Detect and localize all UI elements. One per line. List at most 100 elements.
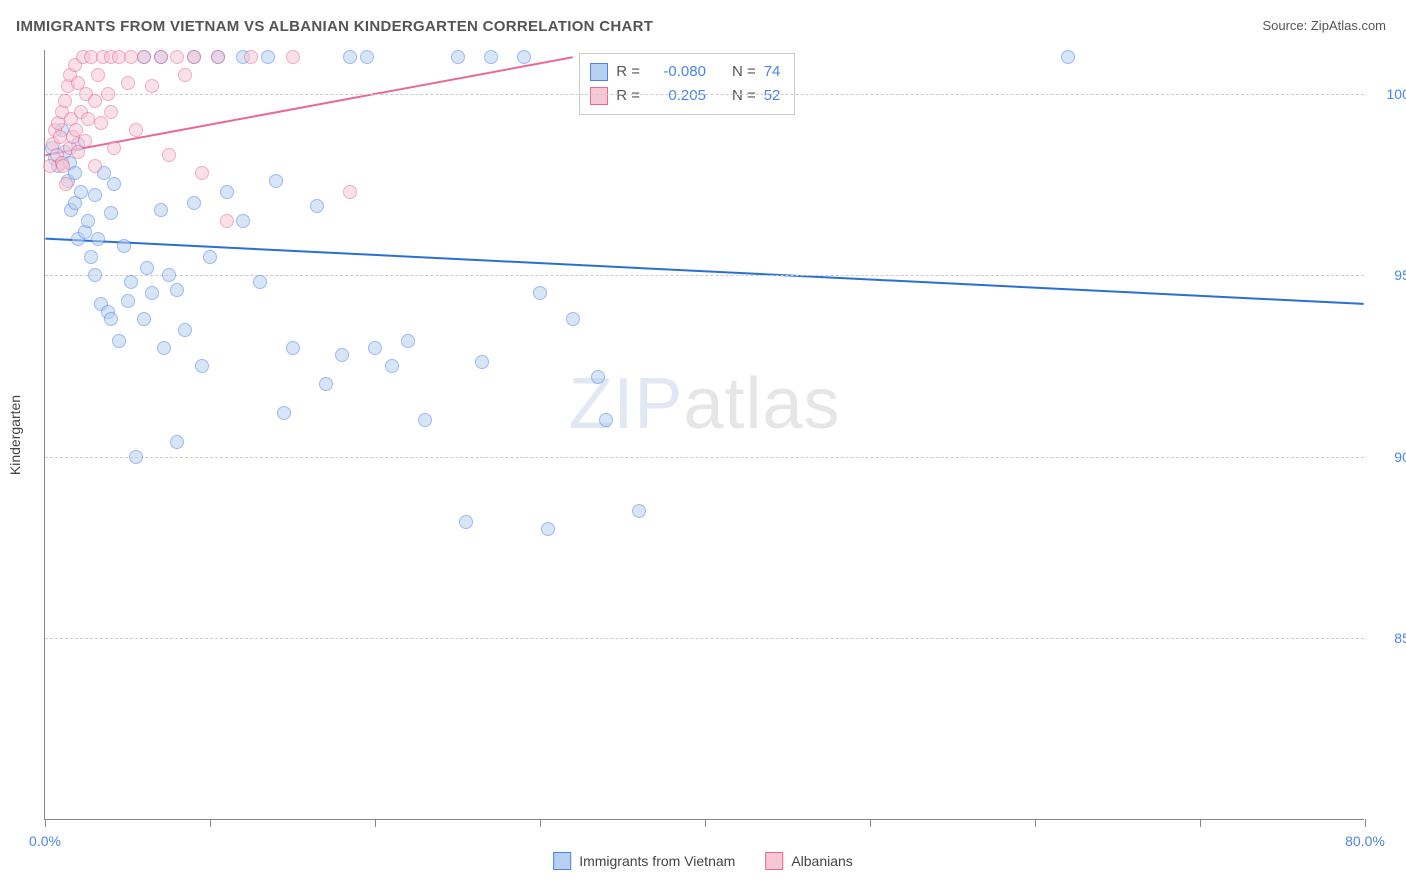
data-point xyxy=(94,116,108,130)
data-point xyxy=(129,123,143,137)
x-tick-label: 80.0% xyxy=(1345,833,1385,849)
data-point xyxy=(104,206,118,220)
data-point xyxy=(187,196,201,210)
data-point xyxy=(170,50,184,64)
legend-swatch xyxy=(590,87,608,105)
data-point xyxy=(154,203,168,217)
data-point xyxy=(91,232,105,246)
legend-n-label: N = xyxy=(732,84,756,108)
data-point xyxy=(81,214,95,228)
data-point xyxy=(157,341,171,355)
legend-n-value: 52 xyxy=(764,84,781,108)
data-point xyxy=(124,50,138,64)
data-point xyxy=(1061,50,1075,64)
data-point xyxy=(187,50,201,64)
data-point xyxy=(277,406,291,420)
data-point xyxy=(286,50,300,64)
y-tick-label: 90.0% xyxy=(1374,449,1406,465)
legend-swatch xyxy=(765,852,783,870)
chart-title: IMMIGRANTS FROM VIETNAM VS ALBANIAN KIND… xyxy=(16,18,653,35)
y-tick-label: 100.0% xyxy=(1374,86,1406,102)
x-tick xyxy=(705,819,706,827)
legend-n-label: N = xyxy=(732,60,756,84)
data-point xyxy=(84,250,98,264)
y-tick-label: 95.0% xyxy=(1374,267,1406,283)
data-point xyxy=(319,377,333,391)
data-point xyxy=(58,94,72,108)
data-point xyxy=(140,261,154,275)
data-point xyxy=(269,174,283,188)
data-point xyxy=(56,159,70,173)
data-point xyxy=(220,214,234,228)
data-point xyxy=(220,185,234,199)
data-point xyxy=(261,50,275,64)
source-label: Source: ZipAtlas.com xyxy=(1262,18,1386,33)
data-point xyxy=(170,435,184,449)
x-tick xyxy=(1200,819,1201,827)
data-point xyxy=(170,283,184,297)
data-point xyxy=(121,294,135,308)
x-tick xyxy=(540,819,541,827)
data-point xyxy=(203,250,217,264)
data-point xyxy=(107,141,121,155)
data-point xyxy=(178,323,192,337)
data-point xyxy=(236,214,250,228)
data-point xyxy=(475,355,489,369)
stats-legend: R =-0.080N =74R =0.205N =52 xyxy=(579,53,795,115)
data-point xyxy=(59,177,73,191)
data-point xyxy=(88,268,102,282)
data-point xyxy=(632,504,646,518)
data-point xyxy=(211,50,225,64)
data-point xyxy=(599,413,613,427)
data-point xyxy=(88,159,102,173)
bottom-legend: Immigrants from Vietnam Albanians xyxy=(553,852,853,870)
data-point xyxy=(137,312,151,326)
data-point xyxy=(104,105,118,119)
data-point xyxy=(104,312,118,326)
data-point xyxy=(368,341,382,355)
bottom-legend-item: Immigrants from Vietnam xyxy=(553,852,735,870)
data-point xyxy=(129,450,143,464)
data-point xyxy=(591,370,605,384)
data-point xyxy=(335,348,349,362)
data-point xyxy=(451,50,465,64)
watermark-light: atlas xyxy=(683,364,840,444)
data-point xyxy=(360,50,374,64)
stats-legend-row: R =0.205N =52 xyxy=(590,84,780,108)
data-point xyxy=(566,312,580,326)
data-point xyxy=(81,112,95,126)
data-point xyxy=(88,188,102,202)
data-point xyxy=(101,87,115,101)
data-point xyxy=(195,359,209,373)
trend-lines xyxy=(45,50,1364,819)
y-axis-title: Kindergarten xyxy=(7,394,23,474)
data-point xyxy=(459,515,473,529)
data-point xyxy=(117,239,131,253)
data-point xyxy=(112,334,126,348)
trend-line xyxy=(45,57,572,155)
data-point xyxy=(88,94,102,108)
x-tick-label: 0.0% xyxy=(29,833,61,849)
data-point xyxy=(137,50,151,64)
grid-line xyxy=(45,275,1364,276)
grid-line xyxy=(45,94,1364,95)
data-point xyxy=(195,166,209,180)
data-point xyxy=(517,50,531,64)
data-point xyxy=(74,185,88,199)
legend-r-label: R = xyxy=(616,60,640,84)
data-point xyxy=(78,134,92,148)
legend-swatch xyxy=(590,63,608,81)
data-point xyxy=(343,50,357,64)
data-point xyxy=(310,199,324,213)
data-point xyxy=(401,334,415,348)
data-point xyxy=(418,413,432,427)
legend-label: Albanians xyxy=(791,853,853,869)
legend-n-value: 74 xyxy=(764,60,781,84)
plot-area: Kindergarten R =-0.080N =74R =0.205N =52… xyxy=(44,50,1364,820)
stats-legend-row: R =-0.080N =74 xyxy=(590,60,780,84)
data-point xyxy=(484,50,498,64)
watermark: ZIPatlas xyxy=(568,363,840,445)
x-tick xyxy=(45,819,46,827)
watermark-bold: ZIP xyxy=(568,364,683,444)
x-tick xyxy=(870,819,871,827)
